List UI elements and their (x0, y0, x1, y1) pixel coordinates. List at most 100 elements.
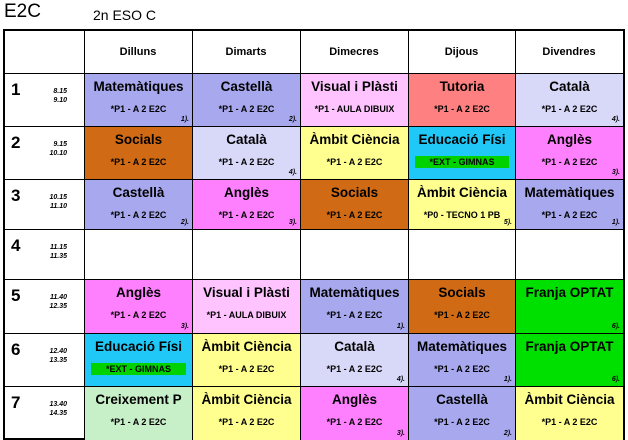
room-label: *P1 - A 2 E2C (110, 157, 167, 167)
day-header-dilluns: Dilluns (119, 46, 157, 58)
lesson-cell: Àmbit Ciència *P1 - A 2 E2C (193, 387, 300, 440)
subject-name: Àmbit Ciència (524, 392, 615, 407)
period-end: 11.35 (50, 253, 67, 260)
subject-name: Matemàtiques (524, 185, 615, 200)
lesson-cell: Anglès *P1 - A 2 E2C 3). (85, 280, 192, 333)
grid-col-line (192, 31, 193, 440)
lesson-cell: Castellà *P1 - A 2 E2C 2). (85, 180, 192, 229)
group-note: 3). (611, 169, 620, 176)
group-note: 6). (611, 323, 620, 330)
lesson-cell: Àmbit Ciència *P1 - A 2 E2C (516, 387, 623, 440)
period-end: 11.10 (50, 203, 67, 210)
room-label: *P1 - A 2 E2C (541, 210, 598, 220)
group-note: 5). (503, 219, 512, 226)
room-label: *P1 - A 2 E2C (541, 417, 598, 427)
grid-row-line (5, 179, 623, 180)
grid-col-line (84, 31, 85, 440)
group-note: 1). (396, 323, 405, 330)
subject-name: Anglès (223, 185, 269, 200)
period-start: 11.40 (50, 294, 67, 301)
period-time: 11.15 11.35 (47, 243, 67, 261)
period-time: 9.15 10.10 (47, 140, 67, 158)
period-time: 8.15 9.10 (47, 87, 67, 105)
lesson-cell: Castellà *P1 - A 2 E2C 2). (193, 74, 300, 126)
subject-name: Castellà (220, 79, 273, 94)
period-time: 12.40 13.35 (47, 347, 67, 365)
room-label: *P1 - A 2 E2C (218, 210, 275, 220)
room-label: *P1 - A 2 E2C (110, 104, 167, 114)
lesson-cell: Tutoria *P1 - A 2 E2C (409, 74, 515, 126)
day-header-dimecres: Dimecres (329, 46, 379, 58)
lesson-cell: Socials *P1 - A 2 E2C (409, 280, 515, 333)
period-number: 5 (11, 286, 21, 305)
room-label: *P1 - AULA DIBUIX (206, 310, 287, 320)
subject-name: Matemàtiques (309, 285, 400, 300)
subject-name: Matemàtiques (416, 339, 508, 354)
day-header-dijous: Dijous (444, 46, 479, 58)
lesson-cell: Català *P1 - A 2 E2C 4). (301, 334, 408, 386)
period-number: 4 (11, 236, 21, 255)
day-header-divendres: Divendres (542, 46, 596, 58)
subject-name: Tutoria (439, 79, 485, 94)
lesson-cell: Visual i Plàsti *P1 - AULA DIBUIX (193, 280, 300, 333)
timetable: Dilluns Dimarts Dimecres Dijous Divendres 1 8.… (3, 29, 625, 440)
room-label: *P1 - A 2 E2C (110, 210, 167, 220)
room-label: *P0 - TECNO 1 PB (423, 210, 501, 220)
subject-name: Educació Físi (418, 132, 506, 147)
lesson-cell: Educació Físi *EXT - GIMNAS (85, 334, 192, 386)
room-label: *P1 - A 2 E2C (434, 364, 490, 374)
group-note: 1). (503, 376, 512, 383)
period-number: 7 (11, 393, 21, 412)
grid-row-line (5, 279, 623, 280)
subject-name: Castellà (436, 392, 488, 407)
room-label: *P1 - A 2 E2C (218, 104, 275, 114)
lesson-cell: Anglès *P1 - A 2 E2C 3). (301, 387, 408, 440)
subject-name: Socials (438, 285, 486, 300)
period-end: 14.35 (49, 410, 67, 417)
lesson-cell: Anglès *P1 - A 2 E2C 3). (516, 127, 623, 179)
subject-name: Anglès (546, 132, 592, 147)
lesson-cell: Visual i Plàsti *P1 - AULA DIBUIX (301, 74, 408, 126)
period-number: 2 (11, 133, 21, 152)
group-note: 1). (611, 219, 620, 226)
subject-name: Visual i Plàsti (311, 79, 398, 94)
period-start: 9.15 (53, 141, 67, 148)
subject-name: Educació Físi (94, 339, 183, 354)
period-start: 10.15 (49, 194, 67, 201)
room-label: *P1 - A 2 E2C (541, 104, 598, 114)
group-note: 4). (611, 116, 620, 123)
room-label: *P1 - A 2 E2C (326, 210, 383, 220)
group-note: 6). (611, 376, 620, 383)
lesson-cell: Socials *P1 - A 2 E2C (85, 127, 192, 179)
lesson-cell: Castellà *P1 - A 2 E2C 2). (409, 387, 515, 440)
grid-row-line (5, 229, 623, 230)
day-header-dimarts: Dimarts (225, 46, 267, 58)
lesson-cell: Anglès *P1 - A 2 E2C 3). (193, 180, 300, 229)
room-label: *P1 - A 2 E2C (326, 417, 383, 427)
subject-name: Castellà (112, 185, 165, 200)
room-label: *P1 - A 2 E2C (110, 310, 167, 320)
group-note: 2). (503, 430, 512, 437)
grid-col-line (515, 31, 516, 440)
room-label: *P1 - A 2 E2C (110, 417, 167, 427)
subject-name: Visual i Plàsti (203, 285, 290, 300)
lesson-cell: Creixement P *P1 - A 2 E2C (85, 387, 192, 440)
lesson-cell: Socials *P1 - A 2 E2C (301, 180, 408, 229)
lesson-cell: Matemàtiques *P1 - A 2 E2C 1). (85, 74, 192, 126)
period-start: 13.40 (49, 401, 67, 408)
group-note: 2). (288, 116, 297, 123)
room-label: *P1 - AULA DIBUIX (314, 104, 395, 114)
group-note: 3). (288, 219, 297, 226)
lesson-cell: Franja OPTAT 6). (516, 334, 623, 386)
lesson-cell: Matemàtiques *P1 - A 2 E2C 1). (516, 180, 623, 229)
grid-col-line (300, 31, 301, 440)
room-label: *P1 - A 2 E2C (218, 417, 275, 427)
subject-name: Matemàtiques (93, 79, 184, 94)
grid-row-line (5, 333, 623, 334)
group-note: 4). (288, 169, 297, 176)
room-label: *P1 - A 2 E2C (326, 157, 383, 167)
grid-row-line (5, 386, 623, 387)
period-number: 1 (11, 80, 21, 99)
period-number: 6 (11, 340, 21, 359)
room-label: *EXT - GIMNAS (91, 363, 186, 375)
